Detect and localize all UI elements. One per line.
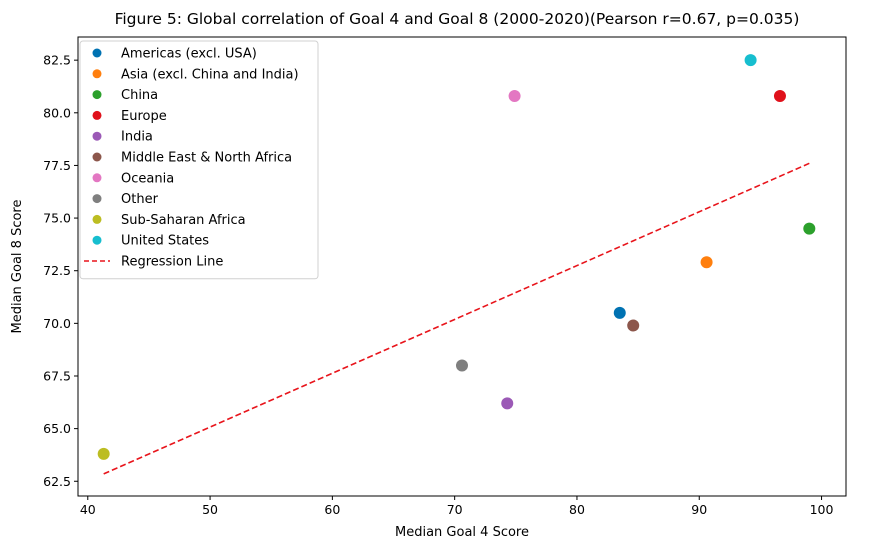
legend-label: Oceania [121, 171, 174, 186]
legend-label: China [121, 88, 158, 103]
x-tick-label: 70 [447, 502, 463, 517]
legend-marker [92, 194, 102, 204]
x-axis: 40 50 60 70 80 90 100 [80, 496, 834, 517]
data-point-china [803, 222, 816, 235]
y-tick-label: 82.5 [43, 53, 71, 68]
data-point-europe [773, 89, 786, 102]
x-tick-label: 80 [569, 502, 585, 517]
y-axis: 62.5 65.0 67.5 70.0 72.5 75.0 77.5 80.0 82.5 [43, 53, 78, 489]
y-tick-label: 75.0 [43, 211, 71, 226]
y-tick-label: 62.5 [43, 474, 71, 489]
regression-line [103, 162, 810, 475]
data-point-asia-excl-china-and-india [700, 256, 713, 269]
x-tick-label: 40 [80, 502, 96, 517]
x-tick-label: 100 [810, 502, 834, 517]
legend-marker [92, 131, 102, 141]
x-tick-label: 90 [691, 502, 707, 517]
legend-marker [92, 173, 102, 183]
y-tick-label: 72.5 [43, 263, 71, 278]
legend-label: Middle East & North Africa [121, 151, 292, 166]
legend-label: Americas (excl. USA) [121, 47, 257, 62]
data-point-sub-saharan-africa [97, 447, 110, 460]
legend-marker [92, 214, 102, 224]
legend-label: India [121, 130, 153, 145]
y-tick-label: 67.5 [43, 368, 71, 383]
y-axis-label: Median Goal 8 Score [10, 200, 25, 334]
legend-label: Regression Line [121, 255, 223, 270]
x-tick-label: 50 [202, 502, 218, 517]
y-tick-label: 70.0 [43, 316, 71, 331]
legend-marker [92, 48, 102, 58]
legend-label: Other [121, 192, 159, 207]
data-point-other [456, 359, 468, 372]
data-point-middle-east-north-africa [627, 319, 640, 332]
data-point-united-states [744, 54, 757, 67]
legend-marker [92, 69, 102, 79]
data-point-oceania [508, 89, 521, 102]
x-tick-label: 60 [324, 502, 340, 517]
legend-label: United States [121, 234, 209, 249]
legend-marker [92, 152, 102, 162]
plot-frame [77, 36, 847, 497]
data-point-americas-excl-usa [613, 306, 626, 319]
x-axis-label: Median Goal 4 Score [395, 525, 529, 540]
plot-area [97, 54, 816, 475]
legend-label: Asia (excl. China and India) [121, 67, 299, 82]
legend: Americas (excl. USA) Asia (excl. China an… [79, 40, 319, 280]
y-tick-label: 80.0 [43, 105, 71, 120]
y-tick-label: 77.5 [43, 158, 71, 173]
legend-marker [92, 110, 102, 120]
legend-label: Sub-Saharan Africa [121, 213, 246, 228]
legend-marker [92, 90, 102, 100]
legend-label: Europe [121, 109, 167, 124]
legend-box [79, 40, 319, 280]
data-point-india [501, 397, 514, 410]
chart-title: Figure 5: Global correlation of Goal 4 a… [115, 10, 800, 28]
y-tick-label: 65.0 [43, 421, 71, 436]
legend-marker [92, 235, 102, 245]
